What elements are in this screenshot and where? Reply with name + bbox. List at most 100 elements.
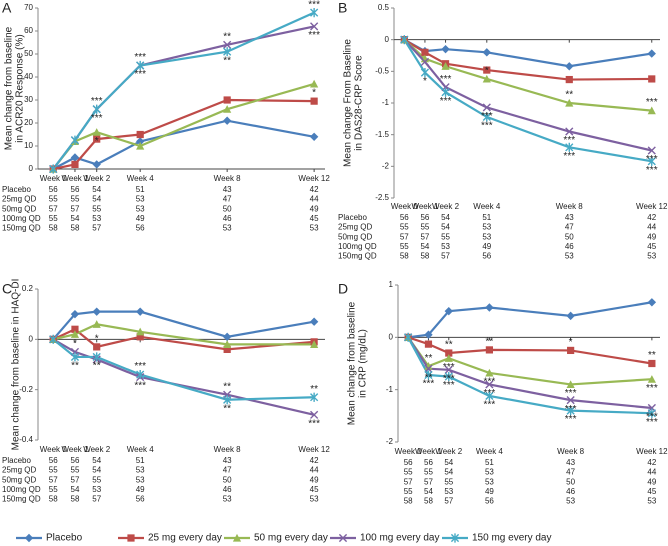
data-point — [647, 408, 656, 418]
table-cell: 42 — [647, 458, 656, 467]
table-cell: 55 — [49, 466, 58, 475]
table-cell: 58 — [404, 497, 413, 506]
significance-label: ** — [565, 90, 573, 101]
table-row-label: Placebo — [2, 456, 31, 465]
table-row-label: Placebo — [338, 213, 367, 222]
y-tick-label: 60 — [24, 26, 33, 35]
significance-label: *** — [565, 414, 577, 425]
series-line — [52, 310, 315, 341]
table-cell: 56 — [400, 213, 409, 222]
significance-label: * — [423, 76, 427, 87]
data-point — [70, 309, 80, 319]
data-point — [404, 332, 413, 342]
x-tick-label: Week 2 — [432, 202, 460, 211]
data-point — [310, 392, 319, 402]
data-point — [92, 160, 101, 169]
significance-label: *** — [481, 121, 493, 132]
table-cell: 44 — [310, 466, 319, 475]
significance-label: *** — [563, 151, 575, 162]
data-point — [136, 327, 145, 336]
data-point — [441, 87, 450, 97]
table-cell: 56 — [485, 497, 494, 506]
x-tick-label: Week 1 — [411, 202, 439, 211]
table-cell: 44 — [310, 195, 319, 204]
data-point — [70, 153, 80, 162]
legend-marker — [338, 533, 348, 543]
y-tick-label: 0 — [389, 332, 394, 341]
significance-label: *** — [308, 0, 320, 10]
data-point — [482, 74, 491, 83]
legend-label: 25 mg every day — [148, 533, 222, 544]
table-cell: 54 — [444, 458, 453, 467]
legend-label: 100 mg every day — [360, 533, 440, 544]
y-tick-label: -2 — [382, 161, 390, 170]
data-point — [49, 334, 58, 344]
table-cell: 56 — [136, 495, 145, 504]
significance-label: *** — [646, 417, 658, 428]
data-point — [565, 142, 574, 152]
x-tick-label: Week 12 — [298, 445, 330, 454]
significance-label: *** — [481, 111, 493, 122]
table-row-label: 50mg QD — [2, 204, 36, 213]
significance-label: *** — [646, 165, 658, 176]
table-cell: 53 — [485, 477, 494, 486]
significance-label: *** — [423, 379, 435, 390]
data-point — [444, 306, 453, 316]
legend-label: Placebo — [46, 533, 83, 544]
data-point — [485, 368, 494, 377]
data-point — [136, 141, 145, 150]
table-cell: 50 — [565, 232, 574, 241]
significance-label: *** — [134, 69, 146, 80]
data-point — [136, 369, 145, 380]
table-cell: 46 — [566, 487, 575, 496]
table-cell: 54 — [444, 468, 453, 477]
table-cell: 56 — [404, 458, 413, 467]
data-point — [444, 371, 453, 382]
table-cell: 56 — [71, 456, 80, 465]
x-tick-label: Week 12 — [636, 202, 668, 211]
x-tick-label: Week 8 — [214, 174, 242, 183]
table-cell: 53 — [223, 495, 232, 504]
significance-label: ** — [445, 340, 453, 351]
data-point — [567, 346, 575, 355]
table-cell: 55 — [441, 232, 450, 241]
table-cell: 53 — [136, 204, 145, 213]
significance-label: *** — [440, 74, 452, 85]
data-point — [565, 98, 574, 107]
table-cell: 53 — [92, 485, 101, 494]
data-point — [485, 303, 494, 312]
table-cell: 54 — [92, 185, 101, 194]
table-cell: 53 — [136, 475, 145, 484]
y-tick-label: 10 — [24, 141, 33, 150]
table-cell: 55 — [49, 195, 58, 204]
data-point — [309, 132, 319, 141]
table-cell: 55 — [92, 475, 101, 484]
data-point — [441, 44, 450, 54]
table-cell: 49 — [136, 214, 145, 223]
panel-label: B — [338, 0, 347, 16]
table-cell: 51 — [485, 458, 494, 467]
table-cell: 53 — [647, 252, 656, 261]
table-cell: 57 — [49, 475, 58, 484]
y-tick-label: 50 — [24, 49, 33, 58]
table-cell: 56 — [49, 456, 58, 465]
series-line — [52, 98, 315, 171]
table-cell: 53 — [223, 224, 232, 233]
table-cell: 56 — [49, 185, 58, 194]
table-cell: 49 — [310, 475, 319, 484]
y-tick-label: 70 — [24, 3, 33, 12]
y-tick-label: 0 — [29, 164, 34, 173]
table-cell: 43 — [223, 456, 232, 465]
table-cell: 58 — [420, 252, 429, 261]
significance-label: *** — [484, 377, 496, 388]
table-cell: 58 — [71, 495, 80, 504]
table-cell: 56 — [482, 252, 491, 261]
table-cell: 53 — [444, 487, 453, 496]
significance-label: * — [569, 337, 573, 348]
table-cell: 57 — [404, 477, 413, 486]
data-point — [310, 340, 319, 348]
y-tick-label: 0 — [29, 334, 34, 343]
table-cell: 53 — [566, 497, 575, 506]
table-cell: 55 — [404, 487, 413, 496]
